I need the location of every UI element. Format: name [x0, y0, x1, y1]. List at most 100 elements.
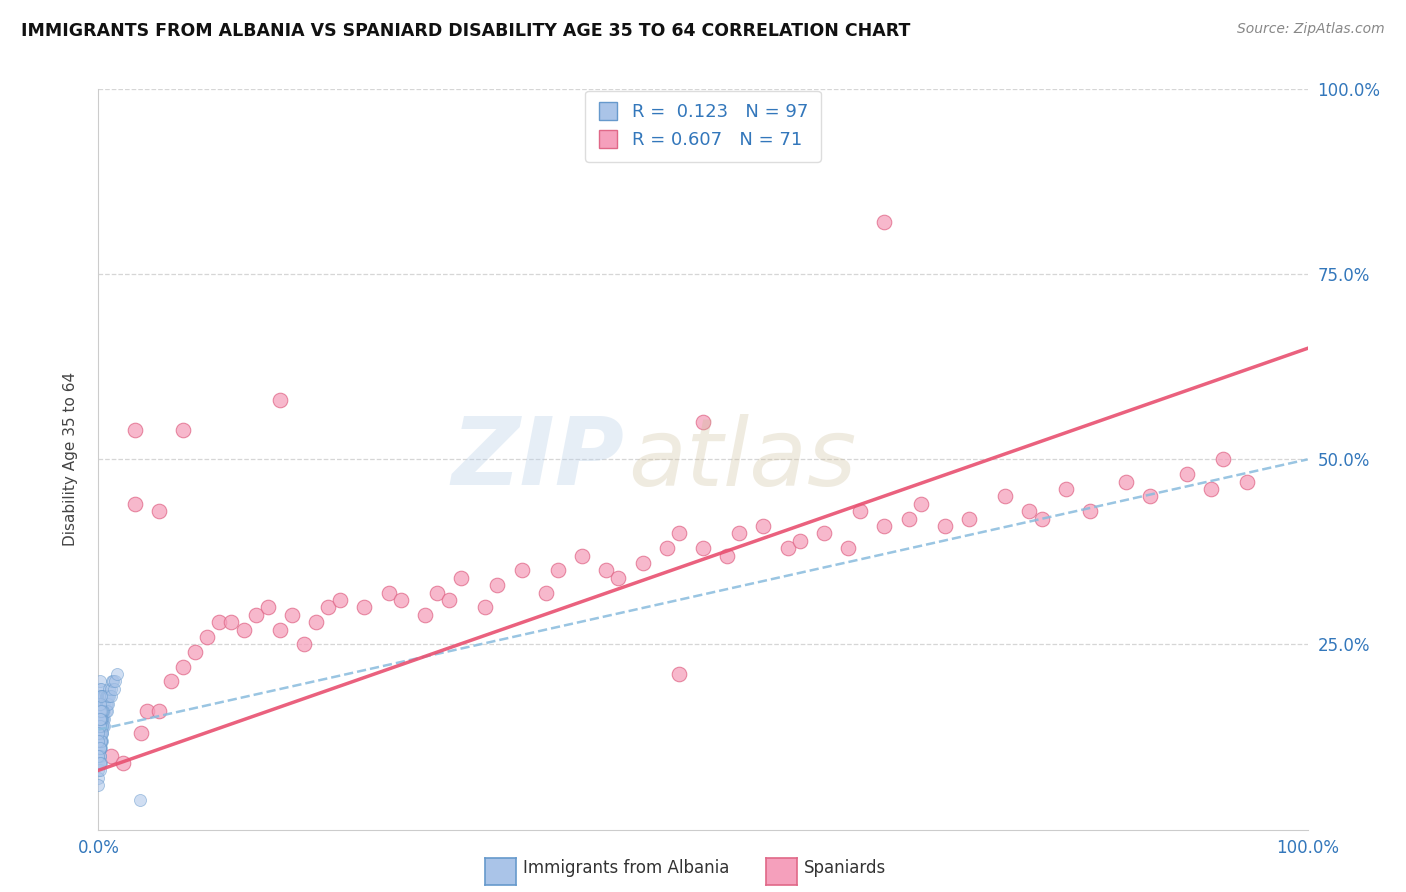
Point	[91, 712, 114, 726]
Point	[90, 704, 112, 718]
Point	[89, 712, 111, 726]
Point	[87, 764, 110, 778]
Point	[1054, 482, 1077, 496]
Point	[87, 733, 110, 747]
Point	[450, 571, 472, 585]
Text: ZIP: ZIP	[451, 413, 624, 506]
Point	[934, 519, 956, 533]
Point	[595, 564, 617, 578]
Point	[91, 690, 114, 704]
Point	[87, 748, 110, 763]
Point	[776, 541, 799, 556]
Point	[486, 578, 509, 592]
Point	[89, 726, 111, 740]
Point	[692, 541, 714, 556]
Point	[245, 607, 267, 622]
Point	[87, 726, 110, 740]
Point	[172, 659, 194, 673]
Point	[571, 549, 593, 563]
Point	[94, 697, 117, 711]
Point	[90, 726, 112, 740]
Point	[160, 674, 183, 689]
Text: Source: ZipAtlas.com: Source: ZipAtlas.com	[1237, 22, 1385, 37]
Point	[90, 712, 112, 726]
Point	[96, 690, 118, 704]
Point	[90, 690, 112, 704]
Point	[897, 511, 920, 525]
Point	[100, 674, 122, 689]
Point	[128, 793, 150, 807]
Point	[89, 756, 111, 770]
Point	[100, 690, 122, 704]
Point	[124, 497, 146, 511]
Point	[104, 674, 127, 689]
Point	[668, 667, 690, 681]
Point	[91, 704, 114, 718]
Point	[89, 681, 111, 696]
Point	[90, 697, 112, 711]
Point	[910, 497, 932, 511]
Point	[89, 690, 111, 704]
Point	[534, 585, 557, 599]
Point	[90, 690, 112, 704]
Point	[89, 733, 111, 747]
Point	[90, 733, 112, 747]
Point	[89, 719, 111, 733]
Point	[655, 541, 678, 556]
Point	[837, 541, 859, 556]
Point	[89, 726, 111, 740]
Point	[510, 564, 533, 578]
Point	[752, 519, 775, 533]
Point	[353, 600, 375, 615]
Point	[269, 623, 291, 637]
Point	[93, 719, 115, 733]
Point	[607, 571, 630, 585]
Point	[221, 615, 243, 630]
Point	[103, 681, 125, 696]
Point	[1031, 511, 1053, 525]
Point	[716, 549, 738, 563]
Point	[91, 697, 114, 711]
Point	[89, 748, 111, 763]
Point	[91, 690, 114, 704]
Point	[93, 697, 115, 711]
Point	[90, 712, 112, 726]
Point	[789, 533, 811, 548]
Point	[91, 719, 114, 733]
Point	[208, 615, 231, 630]
Point	[957, 511, 980, 525]
Point	[91, 704, 114, 718]
Point	[413, 607, 436, 622]
Point	[849, 504, 872, 518]
Point	[91, 712, 114, 726]
Point	[1018, 504, 1040, 518]
Point	[1078, 504, 1101, 518]
Point	[98, 690, 121, 704]
Point	[90, 733, 112, 747]
Point	[1199, 482, 1222, 496]
Point	[94, 704, 117, 718]
Point	[87, 726, 110, 740]
Point	[89, 741, 111, 756]
Point	[87, 748, 110, 763]
Point	[316, 600, 339, 615]
Point	[97, 690, 120, 704]
Point	[91, 704, 114, 718]
Point	[89, 704, 111, 718]
Point	[692, 415, 714, 429]
Point	[292, 637, 315, 651]
Point	[91, 726, 114, 740]
Point	[148, 704, 170, 718]
Point	[994, 489, 1017, 503]
Point	[89, 674, 111, 689]
Point	[90, 704, 112, 718]
Point	[93, 690, 115, 704]
Point	[269, 393, 291, 408]
Point	[111, 756, 134, 770]
Point	[1212, 452, 1234, 467]
Point	[148, 504, 170, 518]
Point	[90, 719, 112, 733]
Point	[89, 719, 111, 733]
Point	[87, 778, 110, 792]
Point	[329, 593, 352, 607]
